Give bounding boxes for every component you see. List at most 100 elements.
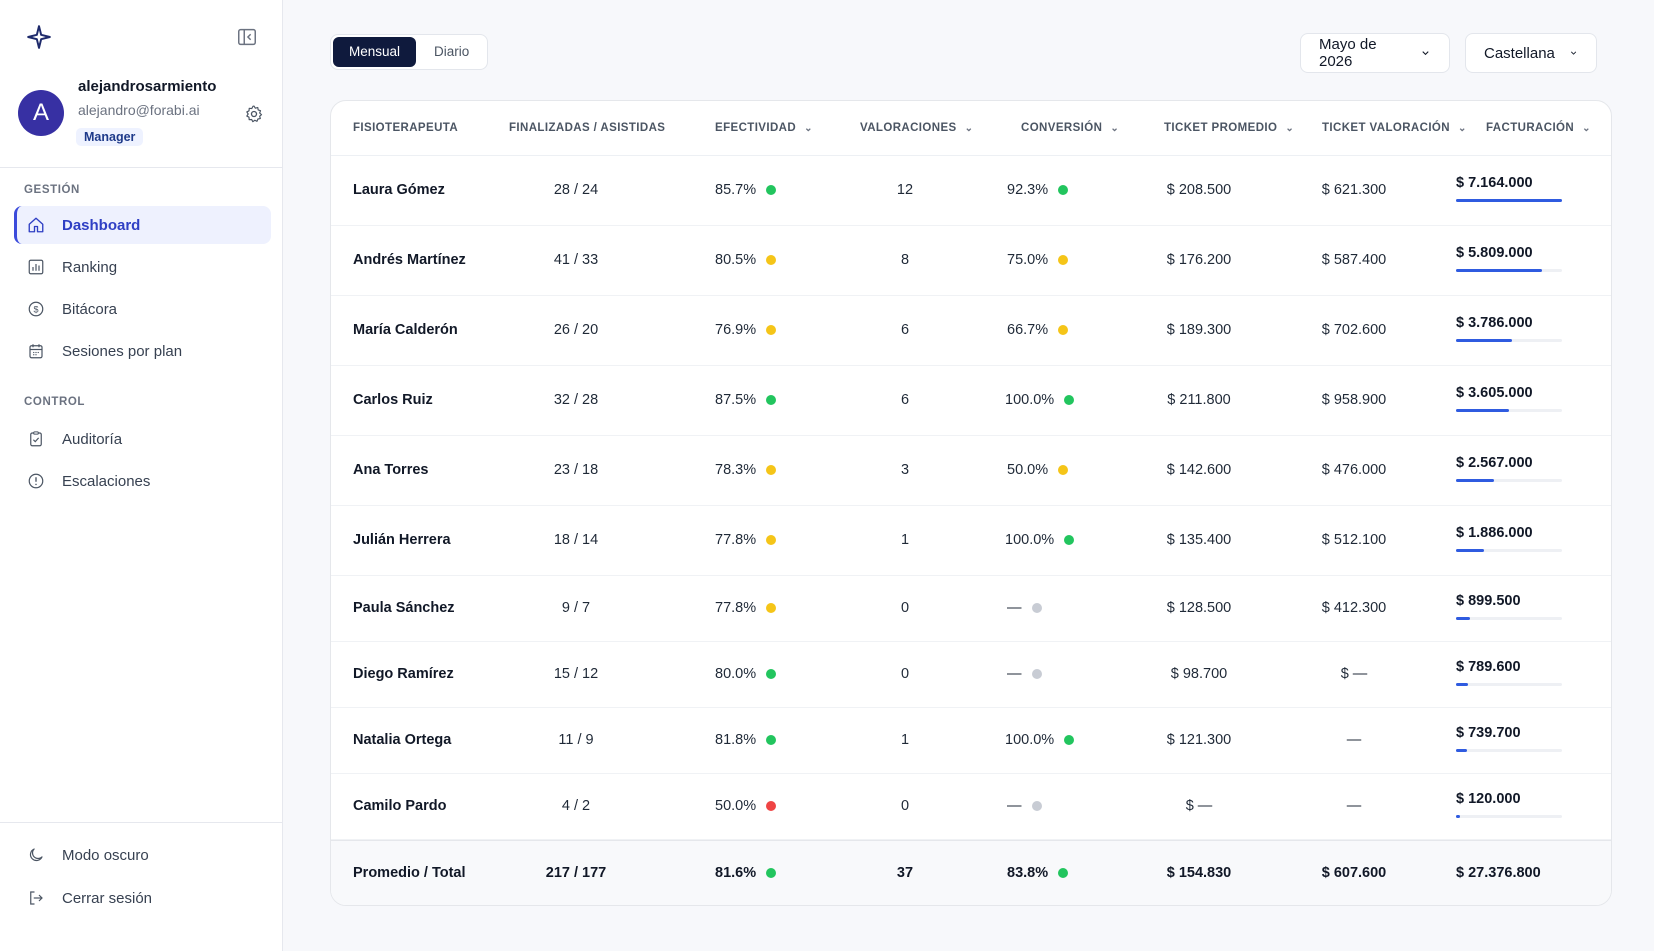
column-header-conversion[interactable]: CONVERSIÓN ⌄ xyxy=(1021,101,1119,156)
conversion-cell-value: 100.0% xyxy=(1005,732,1055,748)
table-row[interactable]: Laura Gómez 28 / 24 85.7% 12 92.3% $ 208.500 $… xyxy=(331,156,1611,226)
ticket-valoracion-value: $ 587.400 xyxy=(1321,252,1387,268)
conversion-cell: 92.3% xyxy=(1007,182,1069,198)
efectividad-cell-value: 80.0% xyxy=(715,666,757,682)
table-row[interactable]: Julián Herrera 18 / 14 77.8% 1 100.0% $ 135.4… xyxy=(331,506,1611,576)
logout-button[interactable]: Cerrar sesión xyxy=(14,879,271,917)
column-header-ticket-valoracion[interactable]: TICKET VALORACIÓN ⌄ xyxy=(1322,101,1467,156)
logout-icon xyxy=(26,888,46,908)
efectividad-cell: 50.0% xyxy=(715,798,777,814)
sidebar-collapse-icon[interactable] xyxy=(236,26,258,48)
sidebar-item-label: Dashboard xyxy=(62,216,141,234)
dark-mode-toggle[interactable]: Modo oscuro xyxy=(14,836,271,874)
sort-icon[interactable]: ⌄ xyxy=(804,123,813,134)
sidebar-item-auditoria[interactable]: Auditoría xyxy=(14,420,271,458)
total-efectividad: 81.6% xyxy=(715,865,777,881)
tab-mensual[interactable]: Mensual xyxy=(333,37,417,67)
period-toggle: Mensual Diario xyxy=(330,34,489,70)
column-header-label: FISIOTERAPEUTA xyxy=(353,122,459,134)
column-header-label: EFECTIVIDAD xyxy=(715,122,797,134)
svg-text:$: $ xyxy=(33,304,38,314)
table-row[interactable]: Ana Torres 23 / 18 78.3% 3 50.0% $ 142.600 $ 4… xyxy=(331,436,1611,506)
status-dot-yellow xyxy=(1058,465,1069,475)
facturacion-progress-bar xyxy=(1456,815,1562,818)
table-row[interactable]: Camilo Pardo 4 / 2 50.0% 0 — $ — — $ 120.000 xyxy=(331,774,1611,840)
sort-icon[interactable]: ⌄ xyxy=(1285,123,1295,134)
sidebar-item-ranking[interactable]: Ranking xyxy=(14,248,271,286)
table-row[interactable]: Diego Ramírez 15 / 12 80.0% 0 — $ 98.700 $ — $ … xyxy=(331,642,1611,708)
sort-icon[interactable]: ⌄ xyxy=(1457,123,1467,134)
table-row[interactable]: Andrés Martínez 41 / 33 80.5% 8 75.0% $ 176.2… xyxy=(331,226,1611,296)
facturacion-value: $ 120.000 xyxy=(1456,791,1521,807)
table-row[interactable]: María Calderón 26 / 20 76.9% 6 66.7% $ 189.30… xyxy=(331,296,1611,366)
status-dot-green xyxy=(1058,185,1069,195)
status-dot-green xyxy=(766,185,777,195)
sidebar-divider xyxy=(0,822,283,823)
location-select[interactable]: Castellana xyxy=(1465,33,1597,73)
user-profile: A alejandrosarmiento alejandro@forabi.ai… xyxy=(18,78,268,148)
conversion-cell-value: 100.0% xyxy=(1005,392,1055,408)
status-dot-gray xyxy=(1031,801,1042,811)
efectividad-cell: 77.8% xyxy=(715,600,777,616)
sidebar-item-label: Escalaciones xyxy=(62,472,151,490)
table-row[interactable]: Carlos Ruiz 32 / 28 87.5% 6 100.0% $ 211.800 $… xyxy=(331,366,1611,436)
column-header-fisioterapeuta: FISIOTERAPEUTA xyxy=(353,101,458,156)
sort-icon[interactable]: ⌄ xyxy=(1110,123,1120,134)
ticket-valoracion-value: $ 512.100 xyxy=(1321,532,1387,548)
ticket-promedio-value: $ 135.400 xyxy=(1166,532,1232,548)
avatar[interactable]: A xyxy=(18,90,64,136)
efectividad-cell-value: 87.5% xyxy=(715,392,757,408)
month-select[interactable]: Mayo de 2026 xyxy=(1300,33,1450,73)
column-header-facturacion[interactable]: FACTURACIÓN ⌄ xyxy=(1486,101,1591,156)
facturacion-progress-bar xyxy=(1456,409,1562,412)
sparkle-logo-icon[interactable] xyxy=(26,24,52,50)
status-dot-green xyxy=(1064,395,1075,405)
ticket-promedio-value: $ 189.300 xyxy=(1166,322,1232,338)
sort-icon[interactable]: ⌄ xyxy=(1582,123,1591,134)
ticket-promedio-value: $ 211.800 xyxy=(1167,392,1231,408)
column-header-efectividad[interactable]: EFECTIVIDAD ⌄ xyxy=(715,101,813,156)
sidebar-item-dashboard[interactable]: Dashboard xyxy=(14,206,271,244)
column-header-finalizadas-asistidas: FINALIZADAS / ASISTIDAS xyxy=(509,101,665,156)
sidebar-item-sesiones-por-plan[interactable]: Sesiones por plan xyxy=(14,332,271,370)
status-dot-green xyxy=(1058,868,1069,878)
table-row[interactable]: Paula Sánchez 9 / 7 77.8% 0 — $ 128.500 $ 412.… xyxy=(331,576,1611,642)
finalizadas-asistidas-value: 4 / 2 xyxy=(561,798,591,814)
conversion-cell-value: 75.0% xyxy=(1007,252,1049,268)
efectividad-cell-value: 80.5% xyxy=(715,252,757,268)
total-row: Promedio / Total 217 / 177 81.6% 37 83.8% $ 1… xyxy=(331,840,1611,905)
column-header-valoraciones[interactable]: VALORACIONES ⌄ xyxy=(860,101,973,156)
clipboard-check-icon xyxy=(26,429,46,449)
column-header-ticket-promedio[interactable]: TICKET PROMEDIO ⌄ xyxy=(1164,101,1294,156)
sidebar-item-bitacora[interactable]: $ Bitácora xyxy=(14,290,271,328)
user-email: alejandro@forabi.ai xyxy=(78,102,200,118)
tab-diario[interactable]: Diario xyxy=(434,44,470,59)
efectividad-cell: 80.0% xyxy=(715,666,777,682)
ticket-valoracion-value: $ 621.300 xyxy=(1321,182,1387,198)
ticket-promedio-value: $ 121.300 xyxy=(1166,732,1232,748)
facturacion-progress-bar xyxy=(1456,339,1562,342)
efectividad-cell-value: 50.0% xyxy=(715,798,757,814)
valoraciones-value: 1 xyxy=(900,532,910,548)
dollar-circle-icon: $ xyxy=(26,299,46,319)
facturacion-progress-fill xyxy=(1456,617,1470,620)
column-header-label: FACTURACIÓN xyxy=(1486,122,1575,134)
sidebar-item-escalaciones[interactable]: Escalaciones xyxy=(14,462,271,500)
conversion-cell: — xyxy=(1007,600,1042,616)
ticket-promedio-value: $ — xyxy=(1185,798,1213,814)
physio-name: Natalia Ortega xyxy=(353,732,452,748)
facturacion-progress-fill xyxy=(1456,269,1542,272)
sort-icon[interactable]: ⌄ xyxy=(964,123,974,134)
status-dot-yellow xyxy=(1058,325,1069,335)
physio-name: Carlos Ruiz xyxy=(353,392,433,408)
alert-circle-icon xyxy=(26,471,46,491)
status-dot-gray xyxy=(1031,669,1042,679)
valoraciones-value: 0 xyxy=(900,666,910,682)
conversion-cell-value: 50.0% xyxy=(1007,462,1049,478)
gear-icon[interactable] xyxy=(244,104,264,124)
table-row[interactable]: Natalia Ortega 11 / 9 81.8% 1 100.0% $ 121.30… xyxy=(331,708,1611,774)
valoraciones-value: 12 xyxy=(896,182,914,198)
location-select-value: Castellana xyxy=(1484,44,1555,62)
finalizadas-asistidas-value: 32 / 28 xyxy=(553,392,599,408)
conversion-cell-value: 66.7% xyxy=(1007,322,1049,338)
